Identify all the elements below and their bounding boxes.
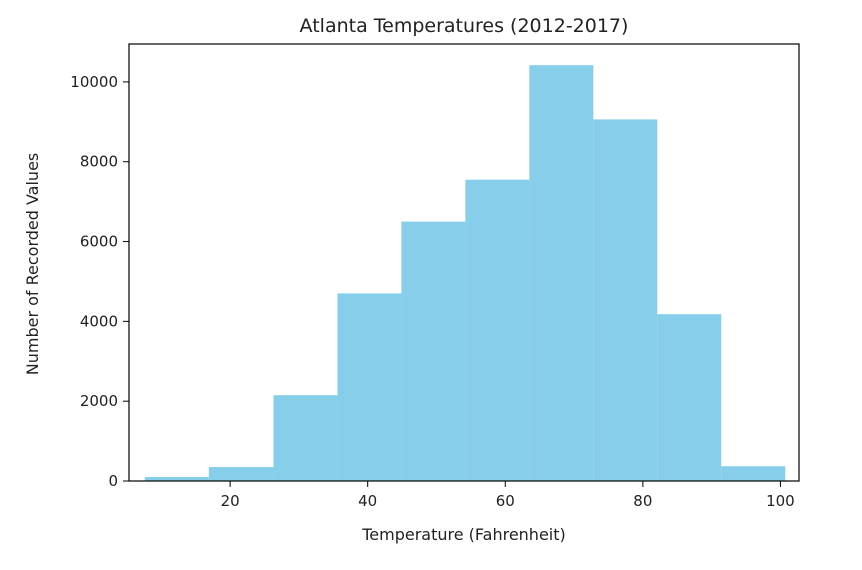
- x-tick-label: 100: [766, 492, 795, 510]
- histogram-bar-6: [465, 179, 530, 481]
- histogram-bars: [144, 65, 786, 481]
- histogram-bar-8: [593, 119, 658, 481]
- x-tick-label: 60: [496, 492, 515, 510]
- histogram-bar-5: [401, 221, 466, 481]
- y-axis-title: Number of Recorded Values: [23, 153, 42, 376]
- y-tick-label: 8000: [80, 153, 118, 171]
- y-tick-label: 2000: [80, 392, 118, 410]
- x-axis: 20 40 60 80 100: [221, 481, 795, 510]
- y-tick-label: 6000: [80, 233, 118, 251]
- chart-title: Atlanta Temperatures (2012-2017): [300, 15, 629, 37]
- x-tick-label: 40: [358, 492, 377, 510]
- x-tick-label: 80: [633, 492, 652, 510]
- y-axis: 0 2000 4000 6000 8000 10000: [70, 73, 129, 490]
- histogram-bar-7: [529, 65, 594, 481]
- histogram-bar-9: [657, 314, 722, 481]
- histogram-bar-4: [337, 293, 402, 481]
- histogram-bar-10: [721, 466, 786, 481]
- histogram-bar-3: [273, 395, 338, 481]
- y-tick-label: 0: [108, 472, 118, 490]
- x-axis-title: Temperature (Fahrenheit): [361, 525, 566, 544]
- histogram-bar-2: [208, 467, 274, 481]
- plot-frame: [128, 43, 800, 482]
- x-tick-label: 20: [221, 492, 240, 510]
- histogram-bar-1: [144, 477, 209, 481]
- y-tick-label: 4000: [80, 312, 118, 330]
- y-tick-label: 10000: [70, 73, 118, 91]
